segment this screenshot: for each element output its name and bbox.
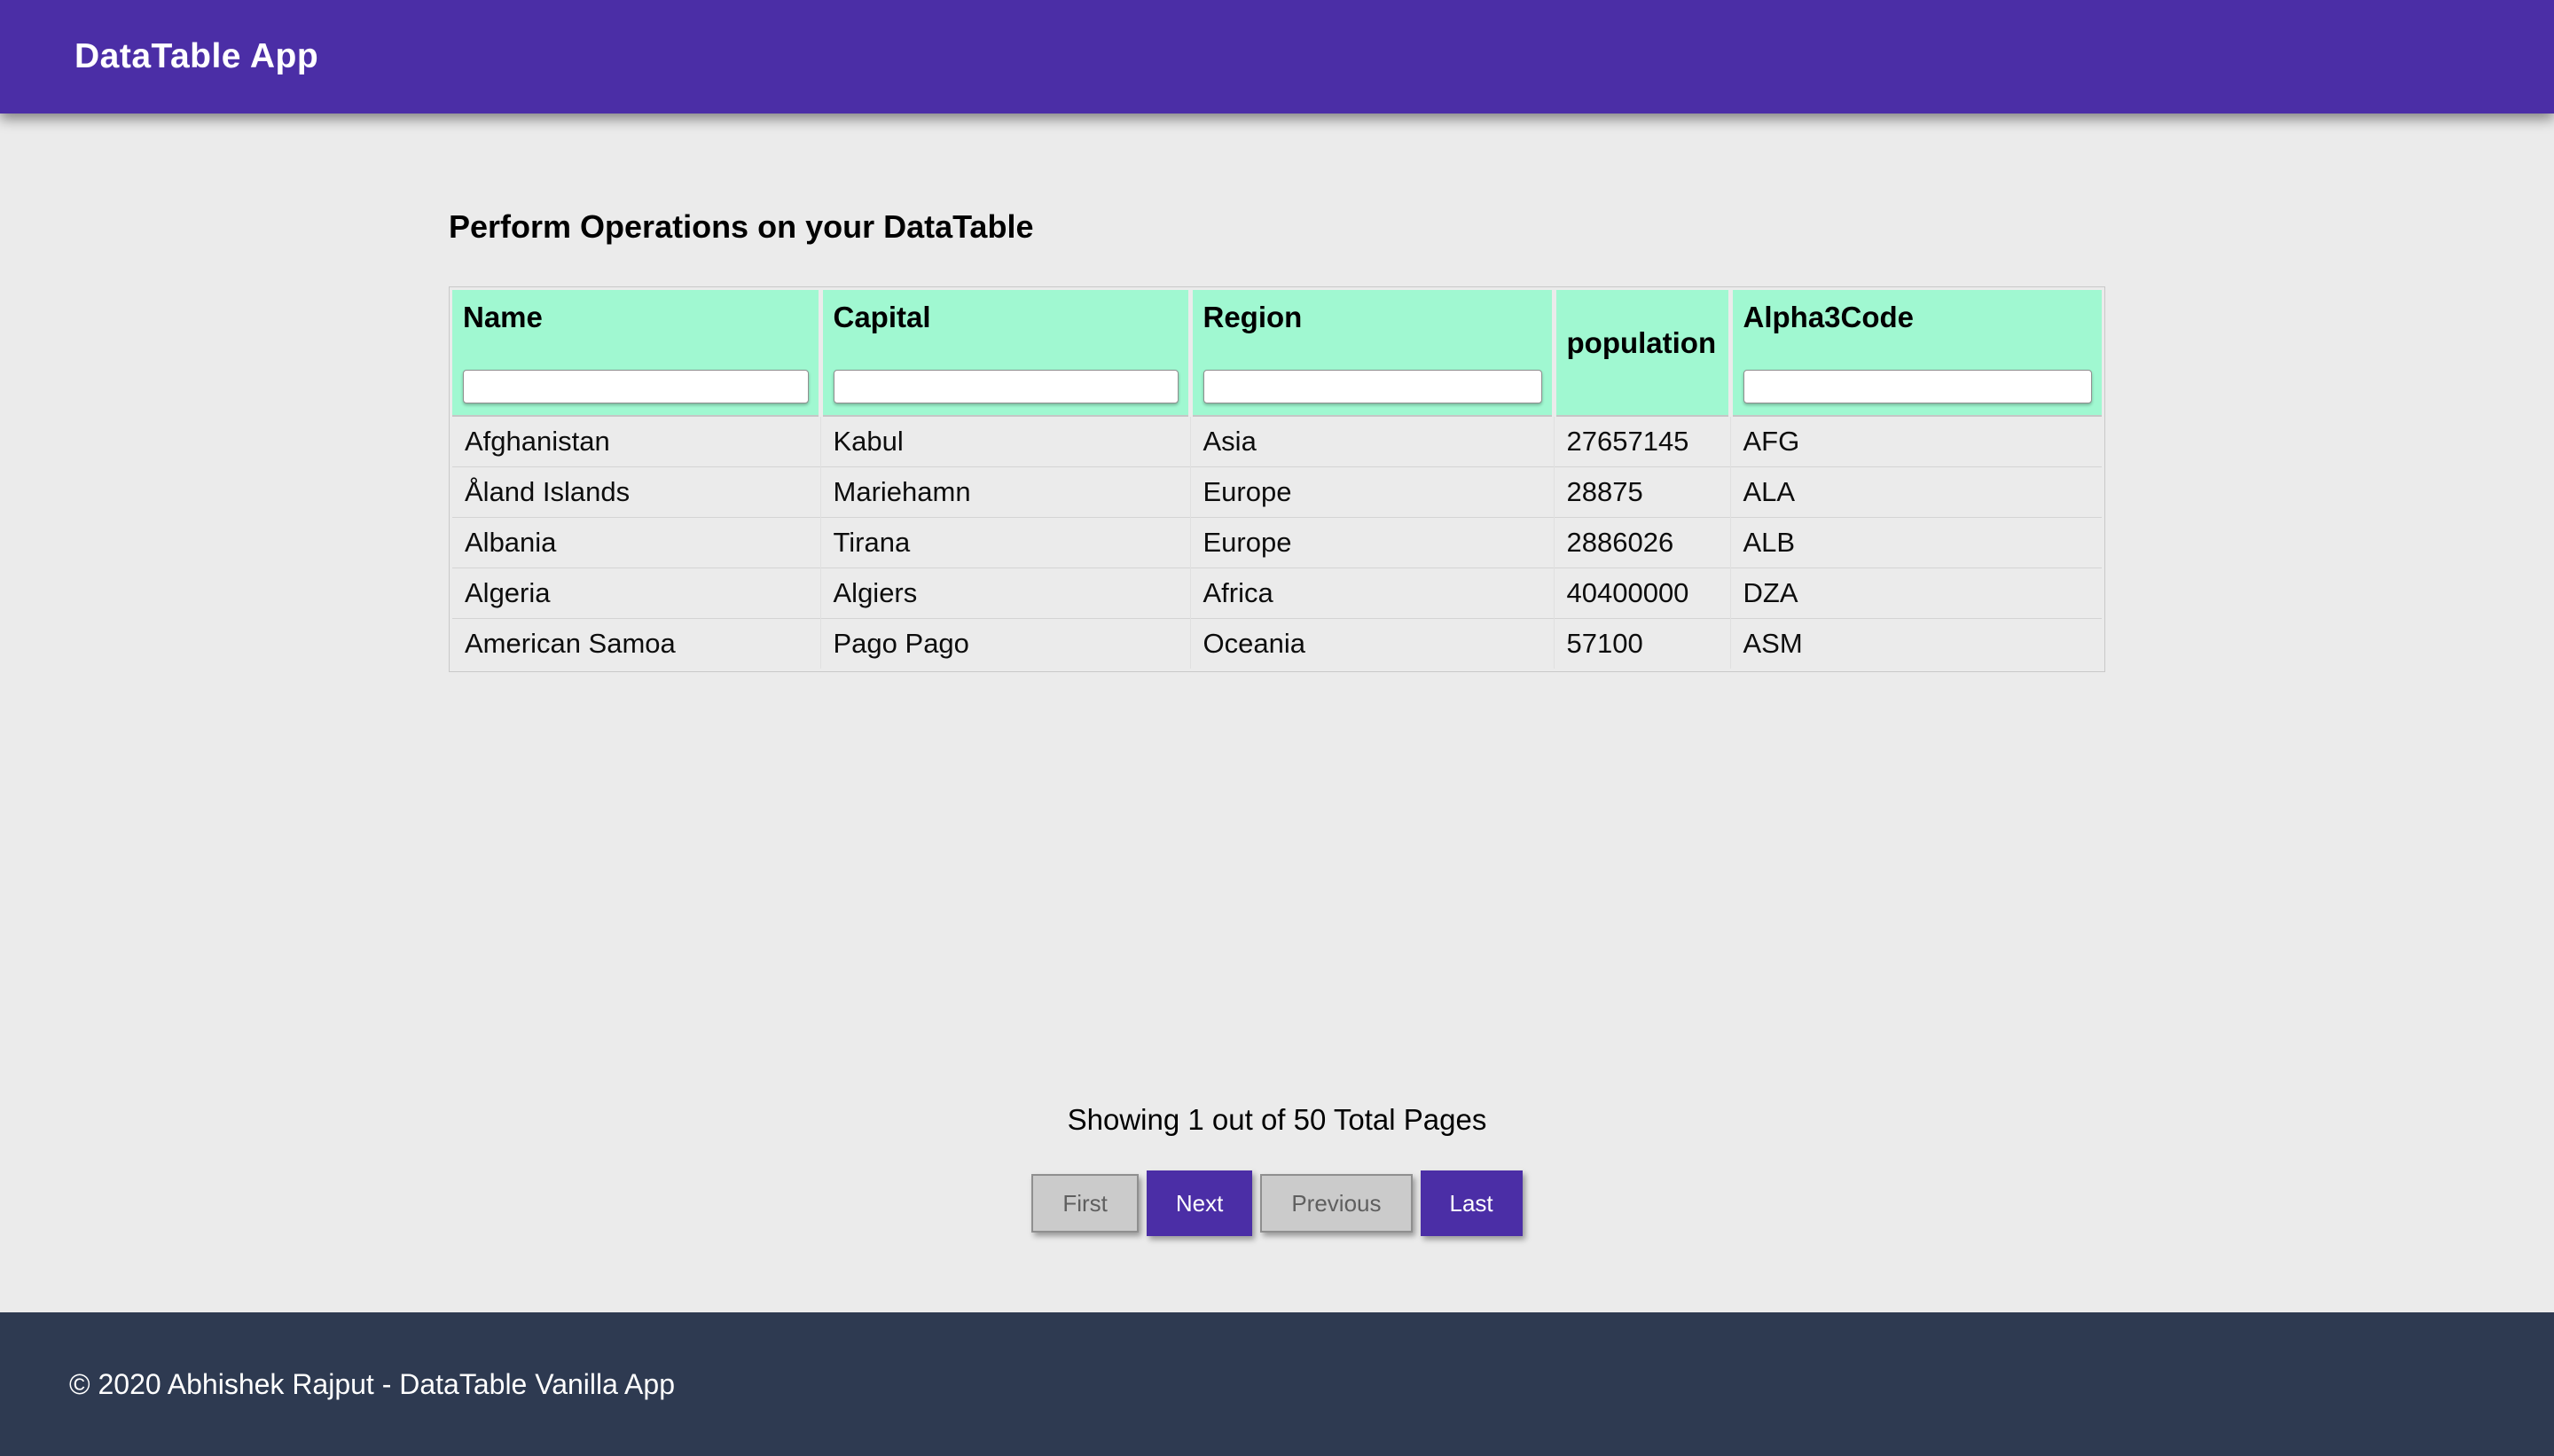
column-header-population: population: [1551, 290, 1730, 417]
cell-name: American Samoa: [452, 617, 820, 669]
app-title: DataTable App: [74, 37, 319, 75]
navbar: DataTable App: [0, 0, 2554, 114]
cell-alpha3code: AFG: [1729, 415, 2102, 467]
cell-alpha3code: ASM: [1729, 617, 2102, 669]
column-label-region: Region: [1203, 301, 1303, 334]
cell-region: Asia: [1189, 415, 1554, 467]
cell-population: 28875: [1553, 466, 1730, 518]
cell-alpha3code: ALA: [1729, 466, 2102, 518]
cell-capital: Pago Pago: [819, 617, 1190, 669]
content-container: Perform Operations on your DataTable Nam…: [449, 114, 2105, 1237]
filter-input-alpha3code[interactable]: [1743, 370, 2092, 404]
cell-capital: Algiers: [819, 567, 1190, 619]
copyright-text: © 2020 Abhishek Rajput - DataTable Vanil…: [69, 1367, 675, 1400]
cell-region: Africa: [1189, 567, 1554, 619]
main-content: Perform Operations on your DataTable Nam…: [0, 114, 2554, 1312]
cell-name: Åland Islands: [452, 466, 820, 518]
data-table-frame: Name Capital Region population Alpha3Code Af…: [449, 286, 2105, 673]
column-label-alpha3code: Alpha3Code: [1743, 301, 1915, 334]
table-row: American Samoa Pago Pago Oceania 57100 ASM: [452, 617, 2102, 669]
countries-table: Name Capital Region population Alpha3Code Af…: [452, 290, 2102, 669]
table-header-row: Name Capital Region population Alpha3Code: [452, 290, 2102, 417]
pagination-button-next[interactable]: Next: [1146, 1170, 1253, 1237]
cell-population: 57100: [1553, 617, 1730, 669]
cell-region: Europe: [1189, 516, 1554, 568]
pagination-button-last[interactable]: Last: [1420, 1170, 1523, 1237]
cell-name: Afghanistan: [452, 415, 820, 467]
pagination-button-first[interactable]: First: [1031, 1174, 1139, 1233]
cell-region: Oceania: [1189, 617, 1554, 669]
cell-alpha3code: DZA: [1729, 567, 2102, 619]
pagination-buttons: First Next Previous Last: [449, 1170, 2105, 1237]
table-body: Afghanistan Kabul Asia 27657145 AFG Åland Isl…: [452, 415, 2102, 669]
cell-name: Algeria: [452, 567, 820, 619]
cell-population: 27657145: [1553, 415, 1730, 467]
table-row: Albania Tirana Europe 2886026 ALB: [452, 516, 2102, 568]
column-header-region: Region: [1187, 290, 1554, 417]
cell-name: Albania: [452, 516, 820, 568]
pagination-status: Showing 1 out of 50 Total Pages: [1067, 1103, 1487, 1137]
column-label-population: population: [1566, 325, 1717, 359]
cell-population: 2886026: [1553, 516, 1730, 568]
cell-alpha3code: ALB: [1729, 516, 2102, 568]
table-row: Afghanistan Kabul Asia 27657145 AFG: [452, 415, 2102, 467]
filter-input-capital[interactable]: [833, 370, 1179, 404]
column-header-alpha3code: Alpha3Code: [1727, 290, 2102, 417]
table-head: Name Capital Region population Alpha3Code: [452, 290, 2102, 417]
cell-region: Europe: [1189, 466, 1554, 518]
filter-input-name[interactable]: [463, 370, 809, 404]
table-row: Algeria Algiers Africa 40400000 DZA: [452, 567, 2102, 619]
column-label-capital: Capital: [833, 301, 931, 334]
column-label-name: Name: [463, 301, 543, 334]
page-title: Perform Operations on your DataTable: [449, 208, 1034, 245]
cell-capital: Tirana: [819, 516, 1190, 568]
pagination-section: Showing 1 out of 50 Total Pages First Nex…: [449, 1103, 2105, 1237]
cell-capital: Kabul: [819, 415, 1190, 467]
column-header-capital: Capital: [818, 290, 1190, 417]
cell-population: 40400000: [1553, 567, 1730, 619]
pagination-button-previous[interactable]: Previous: [1260, 1174, 1413, 1233]
cell-capital: Mariehamn: [819, 466, 1190, 518]
column-header-name: Name: [452, 290, 820, 417]
table-row: Åland Islands Mariehamn Europe 28875 ALA: [452, 466, 2102, 518]
footer: © 2020 Abhishek Rajput - DataTable Vanil…: [0, 1312, 2554, 1456]
filter-input-region[interactable]: [1203, 370, 1542, 404]
